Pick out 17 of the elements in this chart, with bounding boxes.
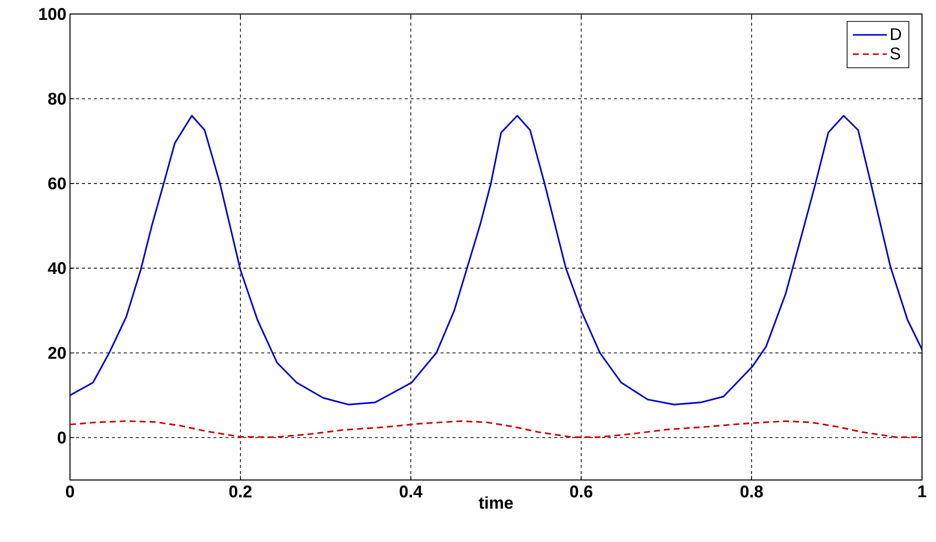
x-tick-label: 0.2	[229, 486, 252, 498]
x-tick-label: 0.8	[740, 486, 763, 498]
line-series	[70, 114, 922, 406]
y-tick-label: 20	[48, 346, 66, 359]
x-tick-label: 0	[66, 486, 74, 498]
x-tick-label: 1	[918, 486, 926, 498]
x-axis-title: time	[478, 496, 513, 509]
y-tick-label: 0	[58, 432, 66, 444]
x-tick-label: 0.6	[570, 486, 592, 498]
y-tick-label: 40	[48, 262, 66, 274]
legend-label: S	[890, 47, 900, 60]
legend-label: D	[891, 28, 902, 40]
y-tick-label: 60	[48, 177, 66, 190]
y-tick-label: 100	[39, 8, 66, 20]
x-tick-label: 0.4	[400, 486, 422, 498]
line-series	[70, 420, 922, 438]
y-tick-label: 80	[48, 92, 66, 105]
